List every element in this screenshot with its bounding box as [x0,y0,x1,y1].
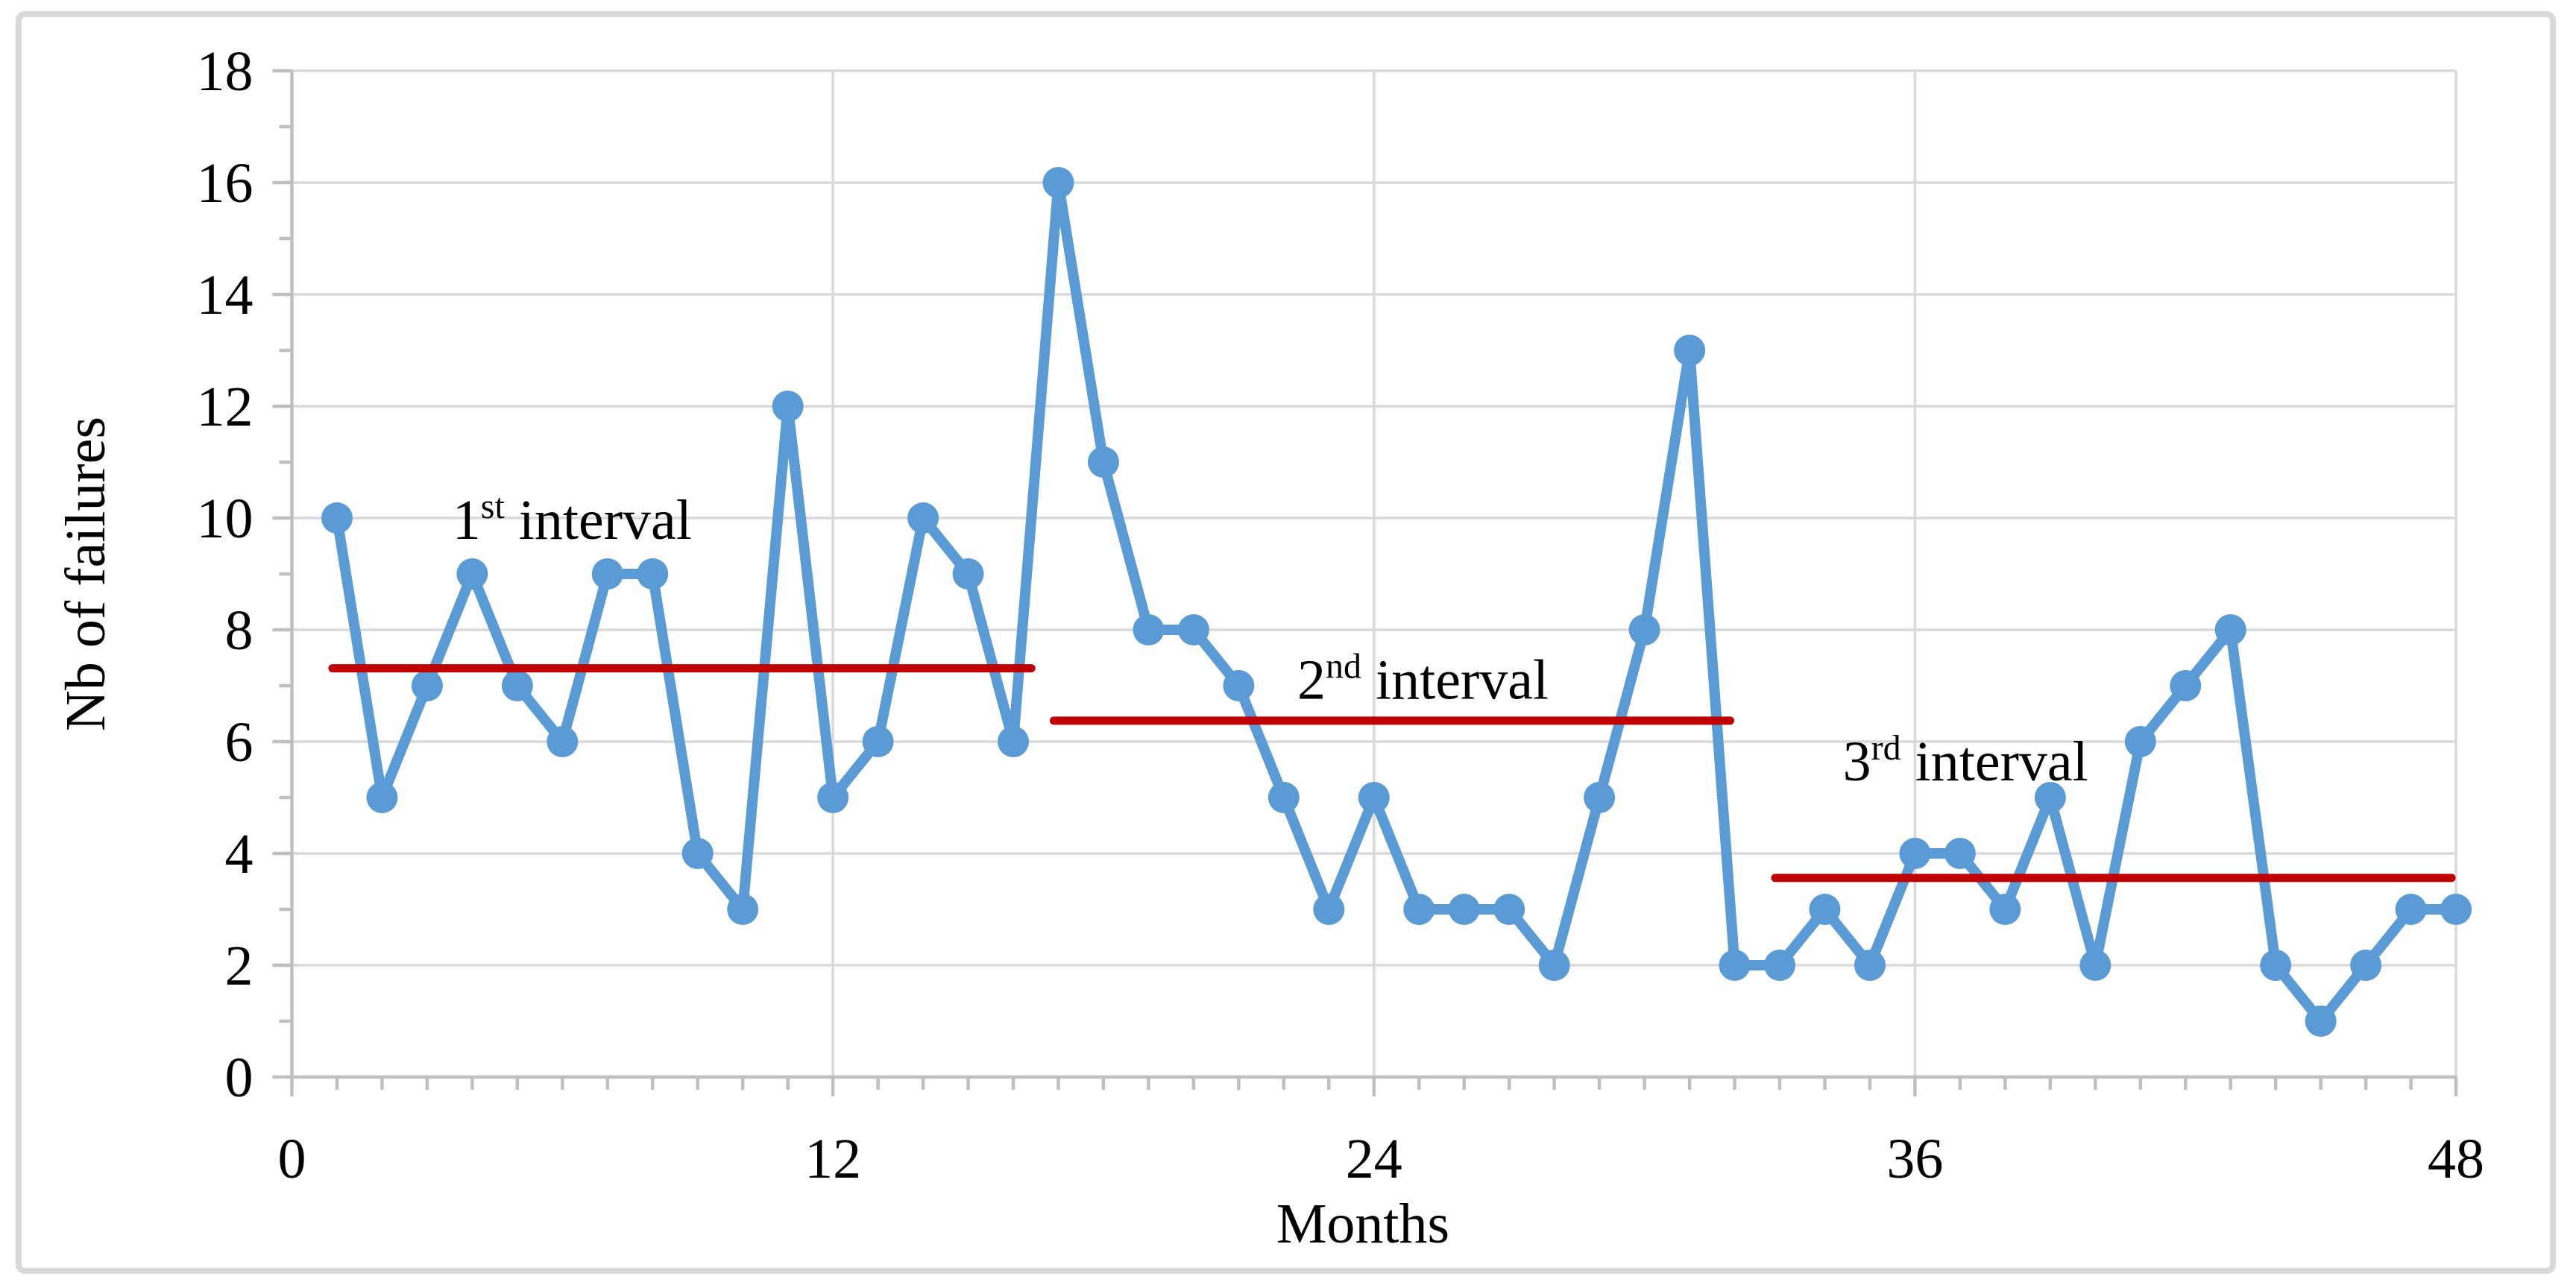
data-point-marker [817,782,849,813]
data-point-marker [1989,894,2021,925]
x-tick-label: 0 [278,1128,306,1190]
data-point-marker [1042,167,1074,198]
data-point-marker [547,726,579,757]
y-tick-label: 10 [197,487,253,550]
data-point-marker [2260,950,2292,981]
interval-annotation-1: 1st interval [453,487,692,552]
data-point-marker [862,726,894,757]
y-tick-label: 14 [197,264,253,326]
data-point-marker [2305,1005,2337,1037]
y-tick-label: 2 [225,935,253,997]
y-axis-title: Nb of failures [54,417,117,731]
data-point-marker [1403,894,1435,925]
y-tick-label: 6 [225,711,253,774]
x-tick-labels: 0 12 24 36 48 [278,1128,2485,1190]
data-point-marker [2214,614,2246,645]
data-point-marker [681,838,714,869]
interval-annotation-3: 3rd interval [1843,728,2088,793]
data-point-marker [1899,838,1931,869]
data-point-marker [907,502,939,534]
data-point-marker [1944,838,1976,869]
data-point-marker [411,670,443,701]
data-point-marker [1493,894,1525,925]
data-point-marker [2034,782,2066,813]
chart-border [16,11,2556,1274]
data-point-marker [727,894,759,925]
data-point-marker [1223,670,1255,701]
data-point-marker [1133,614,1165,645]
data-point-marker [1628,614,1660,645]
data-point-marker [1764,950,1796,981]
data-point-marker [2124,726,2156,757]
x-tick-label: 48 [2428,1128,2484,1190]
data-point-marker [501,670,533,701]
y-tick-label: 4 [225,823,253,885]
data-point-marker [591,558,623,590]
y-tick-label: 18 [197,40,253,103]
x-tick-label: 36 [1886,1128,1943,1190]
data-point-marker [772,391,804,422]
data-point-marker [1177,614,1209,645]
data-point-marker [456,558,488,590]
data-point-marker [2170,670,2202,701]
interval-annotation-2: 2nd interval [1297,646,1549,711]
data-point-marker [637,558,669,590]
y-tick-label: 16 [197,152,253,215]
y-tick-label: 12 [197,376,253,438]
data-point-marker [1719,950,1751,981]
data-point-marker [2395,894,2427,925]
data-point-marker [1584,782,1616,813]
data-point-marker [2440,894,2472,925]
x-tick-label: 24 [1346,1128,1402,1190]
data-point-marker [366,782,398,813]
data-point-marker [1538,950,1570,981]
data-point-marker [1087,446,1119,478]
y-tick-label: 0 [225,1046,253,1109]
failures-series-markers [321,167,2472,1037]
y-tick-label: 8 [225,599,253,662]
data-point-marker [321,502,353,534]
tick-marks [272,69,2458,1096]
data-point-marker [1313,894,1345,925]
data-point-marker [1267,782,1300,813]
data-point-marker [1854,950,1886,981]
y-tick-labels: 0 2 4 6 8 10 12 14 16 18 [197,40,253,1109]
data-point-marker [1809,894,1841,925]
data-point-marker [952,558,984,590]
data-point-marker [998,726,1030,757]
data-point-marker [1448,894,1480,925]
data-point-marker [1358,782,1390,813]
x-tick-label: 12 [804,1128,861,1190]
data-point-marker [2350,950,2382,981]
x-axis-title: Months [1276,1193,1449,1255]
interval-mean-lines [328,664,2456,883]
data-point-marker [1674,335,1706,366]
failures-series-line [331,177,2462,1026]
data-point-marker [2079,950,2111,981]
